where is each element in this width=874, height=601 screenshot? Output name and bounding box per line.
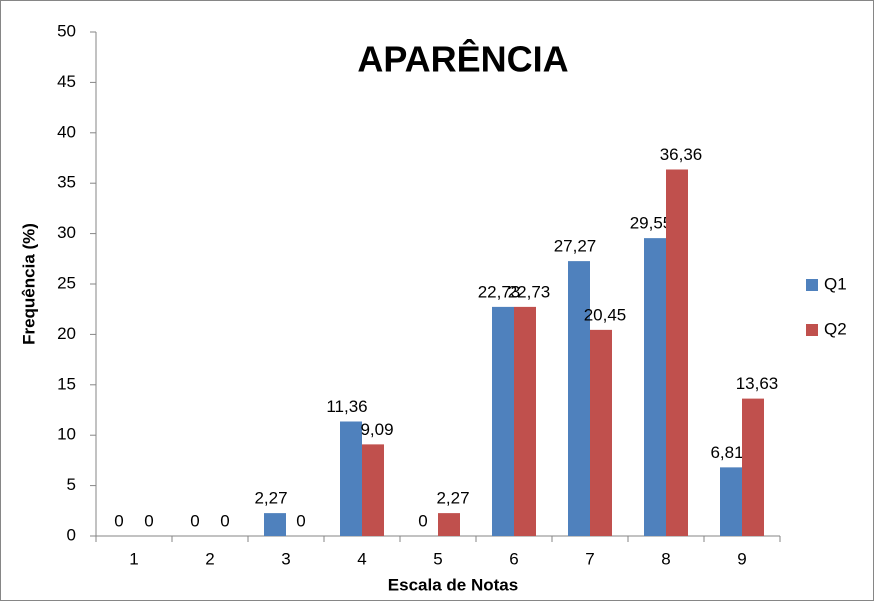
value-label: 22,73 [508, 282, 551, 301]
value-label: 0 [220, 511, 229, 530]
y-tick-label: 15 [57, 374, 76, 393]
x-tick-label: 1 [129, 549, 138, 568]
x-axis-label: Escala de Notas [388, 575, 518, 594]
value-label: 11,36 [326, 397, 367, 416]
x-tick-label: 9 [737, 549, 746, 568]
x-tick-label: 8 [661, 549, 670, 568]
legend-swatch [806, 279, 818, 291]
x-tick-label: 4 [357, 549, 366, 568]
value-label: 13,63 [736, 374, 779, 393]
legend-swatch [806, 324, 818, 336]
x-tick-label: 6 [509, 549, 518, 568]
bar [590, 329, 612, 536]
y-tick-label: 0 [67, 525, 76, 544]
bar [568, 261, 590, 536]
value-label: 20,45 [584, 305, 627, 324]
y-tick-label: 5 [67, 475, 76, 494]
bar [340, 421, 362, 536]
bar [720, 467, 742, 536]
value-label: 9,09 [360, 420, 393, 439]
value-label: 22,73 [478, 282, 521, 301]
value-label: 0 [144, 511, 153, 530]
y-tick-label: 10 [57, 425, 76, 444]
value-label: 0 [296, 511, 305, 530]
chart-title: APARÊNCIA [357, 38, 568, 80]
bar [438, 513, 460, 536]
y-tick-label: 45 [57, 72, 76, 91]
x-tick-label: 3 [281, 549, 290, 568]
x-tick-label: 2 [205, 549, 214, 568]
value-label: 2,27 [436, 489, 469, 508]
value-label: 0 [190, 511, 199, 530]
value-label: 36,36 [660, 145, 703, 164]
value-label: 0 [114, 511, 123, 530]
legend-label: Q1 [824, 274, 847, 293]
bar [644, 238, 666, 537]
bar [666, 169, 688, 536]
value-label: 2,27 [254, 489, 287, 508]
y-tick-label: 25 [57, 273, 76, 292]
y-tick-label: 35 [57, 173, 76, 192]
y-tick-label: 40 [57, 122, 76, 141]
y-tick-label: 30 [57, 223, 76, 242]
value-label: 27,27 [554, 237, 597, 256]
bar [492, 306, 514, 536]
bar [742, 398, 764, 536]
value-label: 6,81 [710, 443, 743, 462]
x-tick-label: 5 [433, 549, 442, 568]
x-tick-label: 7 [585, 549, 594, 568]
y-tick-label: 50 [57, 21, 76, 40]
y-tick-label: 20 [57, 324, 76, 343]
value-label: 29,55 [630, 214, 673, 233]
y-axis-label: Frequência (%) [19, 223, 38, 345]
value-label: 0 [418, 511, 427, 530]
bar [264, 513, 286, 536]
legend-label: Q2 [824, 319, 847, 338]
bar [362, 444, 384, 536]
bar [514, 306, 536, 536]
